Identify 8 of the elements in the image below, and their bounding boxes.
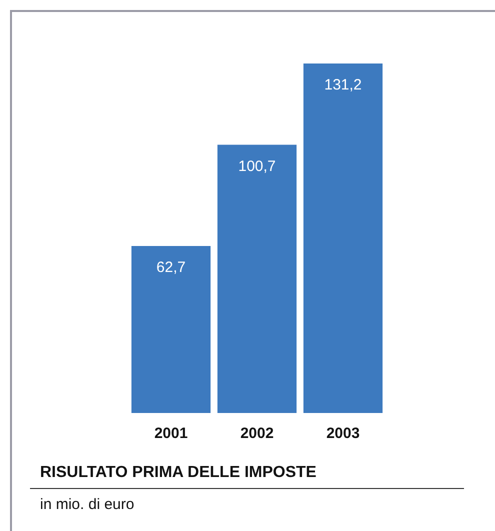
data-label: 62,7 xyxy=(156,259,186,276)
x-tick-label: 2001 xyxy=(154,425,188,442)
text: RISULTATO PRIMA DELLE IMPOSTE xyxy=(40,464,316,482)
x-tick-label: 2002 xyxy=(240,425,274,442)
text: in mio. di euro xyxy=(40,496,134,513)
data-label: 131,2 xyxy=(324,76,362,94)
x-tick-label: 2003 xyxy=(326,425,360,442)
data-label: 100,7 xyxy=(238,158,276,175)
